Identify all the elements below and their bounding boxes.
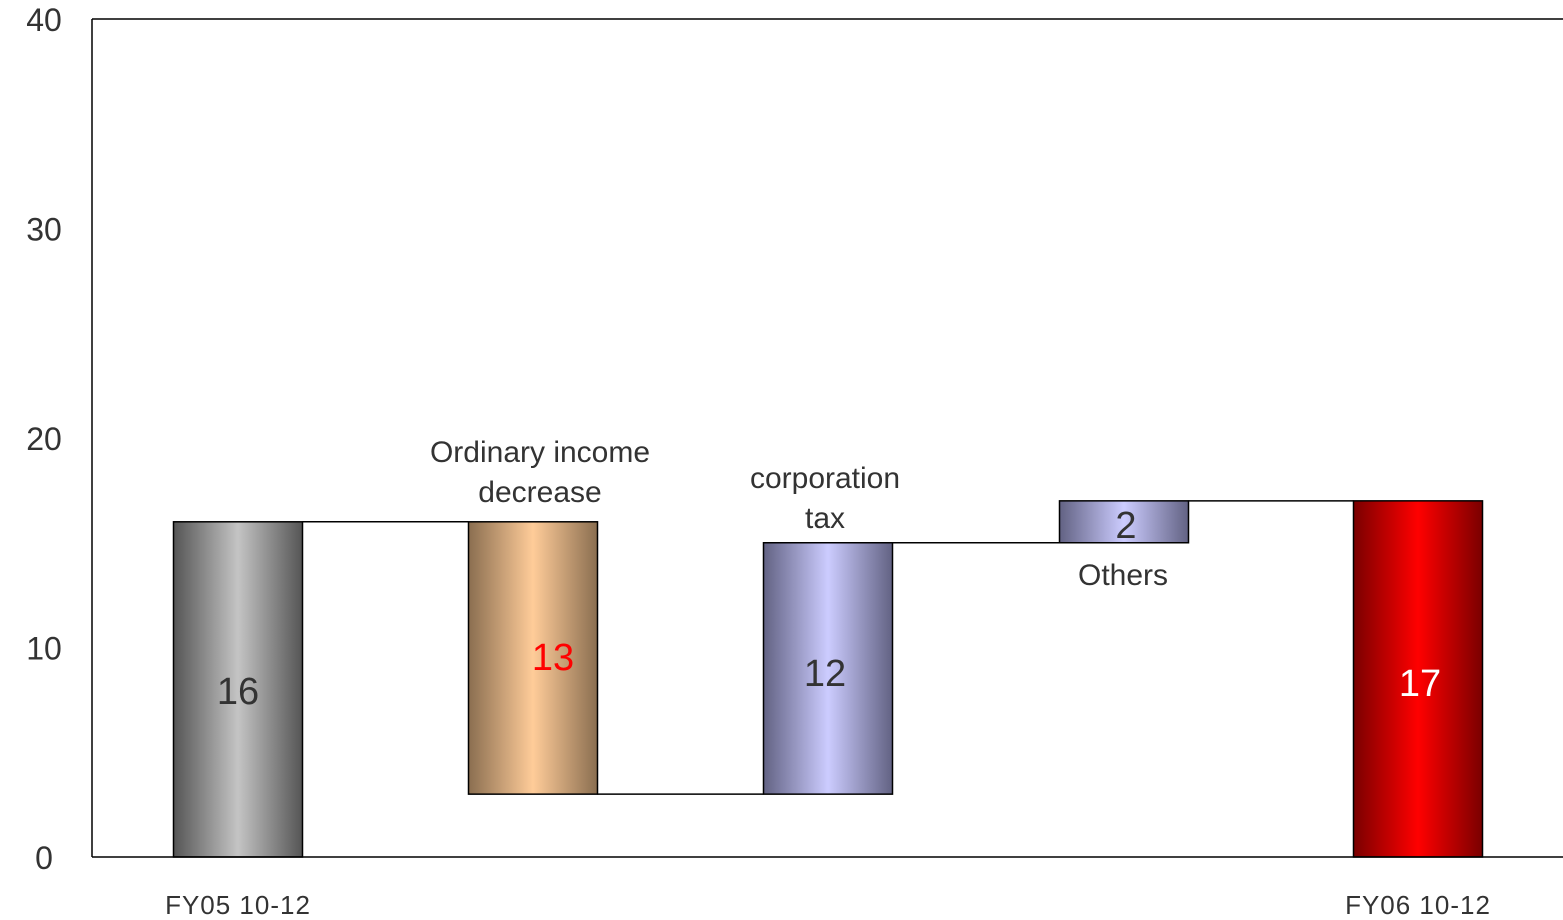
data-label: 13: [532, 637, 574, 679]
y-tick-label: 30: [26, 212, 62, 248]
bar: [1058, 500, 1190, 544]
y-tick-label: 10: [26, 631, 62, 667]
x-category-label: FY05 10-12: [165, 890, 311, 920]
annotation-line: Ordinary income: [430, 436, 650, 469]
data-label: 12: [804, 653, 846, 695]
labels-group: 0 10 20 30 40 16 13 12 2 17 Ordinary income decreas…: [26, 2, 1491, 920]
bar: [762, 542, 894, 795]
y-tick-label: 40: [26, 2, 62, 38]
data-label: 16: [217, 671, 259, 713]
bar-annotation: corporation tax: [750, 462, 900, 535]
bar: [1352, 500, 1484, 858]
x-category-label: FY06 10-12: [1345, 890, 1491, 920]
axes-group: [91, 18, 1563, 858]
y-tick-label: 20: [26, 421, 62, 457]
data-label: 17: [1399, 663, 1441, 705]
bar-annotation: Others: [1078, 559, 1168, 592]
data-label: 2: [1115, 505, 1136, 547]
annotation-line: corporation: [750, 462, 900, 495]
bar: [172, 521, 304, 858]
annotation-line: tax: [805, 502, 845, 535]
connector-lines: [302, 500, 1354, 795]
y-tick-label: 0: [35, 840, 53, 876]
bars-group: [172, 500, 1484, 858]
bar: [467, 521, 599, 795]
annotation-line: decrease: [478, 476, 601, 509]
bar-annotation: Ordinary income decrease: [430, 436, 650, 509]
